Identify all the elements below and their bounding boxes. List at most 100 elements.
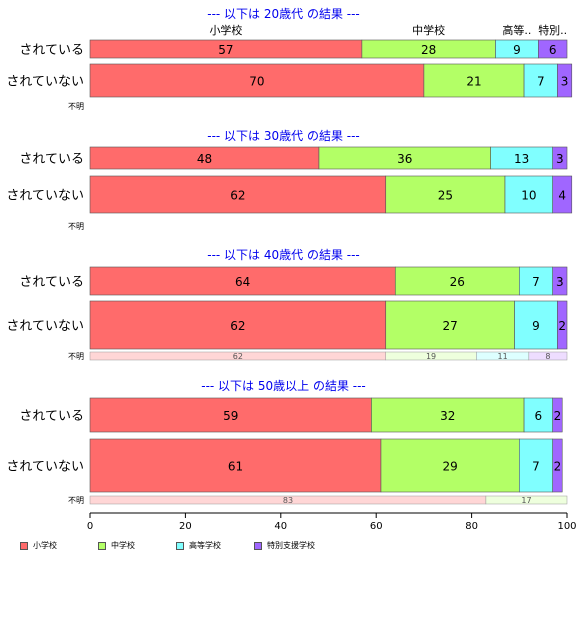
data-label: 28 xyxy=(421,43,436,57)
bar-segment xyxy=(538,39,568,59)
data-label: 29 xyxy=(442,460,457,474)
x-tick-label: 0 xyxy=(87,521,93,532)
panel-title: --- 以下は 20歳代 の結果 --- xyxy=(207,7,360,21)
bar-segment xyxy=(371,397,525,433)
row-label: されていない xyxy=(6,75,84,90)
bar-segment xyxy=(394,266,520,296)
unknown-data-label: 11 xyxy=(498,352,508,361)
row-label: されている xyxy=(19,275,84,290)
bar-segment xyxy=(385,300,515,350)
row-label: されていない xyxy=(6,460,84,475)
data-label: 2 xyxy=(554,409,562,423)
row-label: されていない xyxy=(6,189,84,204)
bar-segment xyxy=(523,63,558,98)
category-header-label: 高等.. xyxy=(502,23,531,37)
row-label: されている xyxy=(19,152,84,167)
legend-swatch-3 xyxy=(254,541,262,550)
legend-swatch-1 xyxy=(98,541,106,550)
data-label: 2 xyxy=(558,319,566,333)
data-label: 21 xyxy=(466,75,481,89)
legend-item: 特別支援学校 xyxy=(254,540,332,551)
x-tick-label: 80 xyxy=(465,521,478,532)
bar-segment xyxy=(552,266,568,296)
data-label: 70 xyxy=(249,75,264,89)
data-label: 6 xyxy=(535,409,543,423)
row-label: されていない xyxy=(6,319,84,334)
legend-label: 小学校 xyxy=(33,541,57,550)
unknown-data-label: 19 xyxy=(426,352,436,361)
data-label: 62 xyxy=(230,189,245,203)
legend-item: 小学校 xyxy=(20,540,98,551)
x-tick-label: 20 xyxy=(179,521,192,532)
category-header-label: 小学校 xyxy=(209,23,242,37)
data-label: 64 xyxy=(235,275,250,289)
data-label: 7 xyxy=(532,275,540,289)
bar-segment xyxy=(552,146,568,170)
data-label: 10 xyxy=(521,189,536,203)
legend: 小学校 中学校 高等学校 特別支援学校 xyxy=(20,540,332,551)
data-label: 59 xyxy=(223,409,238,423)
data-label: 7 xyxy=(532,460,540,474)
bar-segment xyxy=(557,300,568,350)
bar-segment xyxy=(504,175,553,214)
data-label: 36 xyxy=(397,152,412,166)
legend-label: 高等学校 xyxy=(189,541,221,550)
bar-segment xyxy=(385,175,506,214)
data-label: 9 xyxy=(532,319,540,333)
x-tick-label: 100 xyxy=(557,521,576,532)
data-label: 27 xyxy=(442,319,457,333)
data-label: 3 xyxy=(556,275,564,289)
data-label: 26 xyxy=(450,275,465,289)
bar-segment xyxy=(89,266,396,296)
data-label: 4 xyxy=(558,189,566,203)
data-label: 2 xyxy=(554,460,562,474)
row-label: されている xyxy=(19,43,84,58)
data-label: 25 xyxy=(438,189,453,203)
bar-segment xyxy=(523,397,553,433)
unknown-label: 不明 xyxy=(68,102,84,111)
data-label: 6 xyxy=(549,43,557,57)
bar-segment xyxy=(89,397,372,433)
bar-segment xyxy=(518,438,553,493)
data-label: 9 xyxy=(513,43,521,57)
legend-item: 高等学校 xyxy=(176,540,254,551)
bar-segment xyxy=(89,63,425,98)
data-label: 61 xyxy=(228,460,243,474)
row-label: されている xyxy=(19,409,84,424)
bar-segment xyxy=(89,438,382,493)
unknown-bar-segment xyxy=(528,351,568,361)
bar-segment xyxy=(89,300,387,350)
panel-title: --- 以下は 30歳代 の結果 --- xyxy=(207,129,360,143)
data-label: 48 xyxy=(197,152,212,166)
unknown-data-label: 62 xyxy=(233,352,243,361)
data-label: 32 xyxy=(440,409,455,423)
bar-segment xyxy=(380,438,520,493)
category-header-label: 特別.. xyxy=(538,23,567,37)
data-label: 3 xyxy=(561,75,569,89)
panel-title: --- 以下は 40歳代 の結果 --- xyxy=(207,248,360,262)
data-label: 57 xyxy=(218,43,233,57)
legend-swatch-2 xyxy=(176,541,184,550)
data-label: 13 xyxy=(514,152,529,166)
x-tick-label: 60 xyxy=(370,521,383,532)
unknown-label: 不明 xyxy=(68,496,84,505)
legend-swatch-0 xyxy=(20,541,28,550)
legend-label: 特別支援学校 xyxy=(267,541,315,550)
unknown-bar-segment xyxy=(485,495,568,505)
bar-segment xyxy=(552,175,573,214)
bar-segment xyxy=(423,63,525,98)
panel-title: --- 以下は 50歳以上 の結果 --- xyxy=(201,379,366,393)
data-label: 62 xyxy=(230,319,245,333)
unknown-data-label: 83 xyxy=(283,496,293,505)
legend-item: 中学校 xyxy=(98,540,176,551)
legend-label: 中学校 xyxy=(111,541,135,550)
unknown-label: 不明 xyxy=(68,352,84,361)
data-label: 3 xyxy=(556,152,564,166)
data-label: 7 xyxy=(537,75,545,89)
unknown-data-label: 17 xyxy=(521,496,531,505)
category-header-label: 中学校 xyxy=(412,23,445,37)
bar-segment xyxy=(557,63,573,98)
x-tick-label: 40 xyxy=(274,521,287,532)
unknown-data-label: 8 xyxy=(545,352,550,361)
